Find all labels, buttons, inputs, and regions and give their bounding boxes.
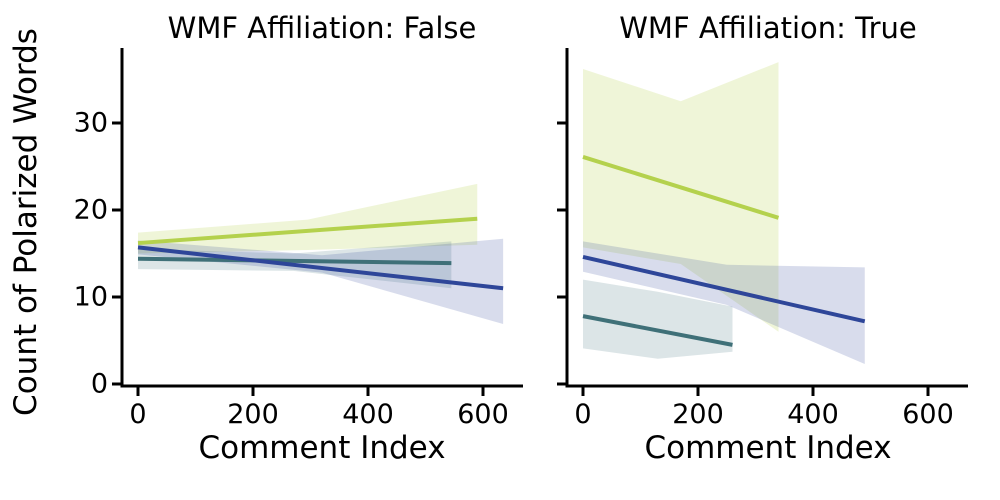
regression-line-series-green bbox=[137, 216, 478, 246]
regression-line-series-teal bbox=[582, 314, 733, 347]
y-tick-label: 10 bbox=[74, 282, 108, 313]
facet-title-false: WMF Affiliation: False bbox=[167, 11, 477, 45]
regression-line-series-green bbox=[582, 155, 780, 220]
x-axis-label-right: Comment Index bbox=[644, 430, 892, 466]
x-axis-label-left: Comment Index bbox=[198, 430, 446, 466]
x-tick-label: 400 bbox=[787, 399, 839, 430]
x-tick-label: 0 bbox=[129, 399, 146, 430]
regression-line-series-blue bbox=[582, 255, 866, 324]
y-tick-label: 20 bbox=[74, 195, 108, 226]
x-tick-label: 200 bbox=[227, 399, 279, 430]
axes-spines bbox=[120, 48, 523, 388]
y-tick-label: 0 bbox=[91, 369, 108, 400]
x-tick-label: 600 bbox=[457, 399, 509, 430]
facet-title-true: WMF Affiliation: True bbox=[619, 11, 917, 45]
x-tick-label: 600 bbox=[902, 399, 954, 430]
x-tick-label: 200 bbox=[672, 399, 724, 430]
regression-line-series-blue bbox=[137, 245, 504, 291]
x-tick-label: 0 bbox=[574, 399, 591, 430]
x-tick-label: 400 bbox=[342, 399, 394, 430]
confidence-band-series-green bbox=[583, 62, 779, 332]
y-axis-label: Count of Polarized Words bbox=[8, 28, 44, 416]
regression-line-series-teal bbox=[137, 256, 452, 266]
axes-spines bbox=[565, 48, 968, 388]
y-tick-label: 30 bbox=[74, 108, 108, 139]
confidence-band-series-green bbox=[138, 183, 478, 254]
